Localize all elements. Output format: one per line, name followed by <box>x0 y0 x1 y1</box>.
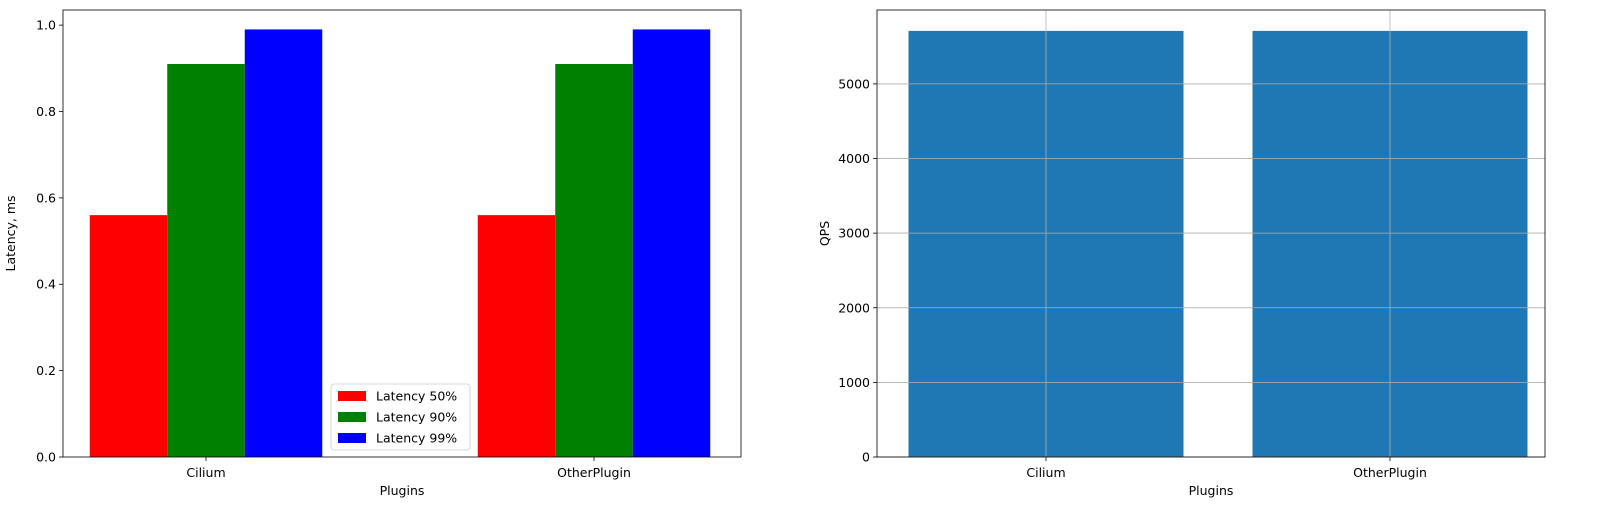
legend-swatch <box>338 412 366 422</box>
y-tick-label: 4000 <box>838 151 870 166</box>
legend-label: Latency 90% <box>376 410 457 425</box>
y-tick-label: 1.0 <box>36 18 56 33</box>
y-tick-label: 0.4 <box>36 277 56 292</box>
x-tick-label: Cilium <box>1026 465 1065 480</box>
bar <box>167 63 245 458</box>
y-tick-label: 0.0 <box>36 450 56 465</box>
x-tick-label: OtherPlugin <box>557 465 631 480</box>
plot-frame <box>62 9 742 458</box>
x-tick-label: OtherPlugin <box>1353 465 1427 480</box>
bar <box>477 215 556 457</box>
plot-frame <box>876 9 1546 458</box>
y-tick-label: 0.2 <box>36 363 56 378</box>
y-axis-label: QPS <box>817 221 832 246</box>
y-tick-label: 1000 <box>838 375 870 390</box>
bar <box>244 29 323 457</box>
y-tick-label: 0 <box>862 450 870 465</box>
legend-label: Latency 50% <box>376 389 457 404</box>
legend: Latency 50% Latency 90% Latency 99% <box>330 383 471 451</box>
y-axis-label: Latency, ms <box>3 195 18 271</box>
legend-swatch <box>338 391 366 401</box>
y-tick-label: 0.8 <box>36 104 56 119</box>
x-axis-label: Plugins <box>380 483 425 498</box>
bar <box>555 63 633 458</box>
legend-label: Latency 99% <box>376 431 457 446</box>
bar <box>89 215 168 457</box>
y-tick-label: 3000 <box>838 226 870 241</box>
y-tick-label: 0.6 <box>36 190 56 205</box>
legend-swatch <box>338 433 366 443</box>
qps-chart: 0 1000 2000 3000 4000 5000 Cilium OtherPlugin Pl… <box>817 9 1546 498</box>
y-tick-label: 2000 <box>838 300 870 315</box>
x-tick-label: Cilium <box>186 465 225 480</box>
x-axis-label: Plugins <box>1189 483 1234 498</box>
y-tick-label: 5000 <box>838 76 870 91</box>
bar <box>632 29 711 457</box>
latency-chart: 0.0 0.2 0.4 0.6 0.8 1.0 Cilium OtherPlugin Plugi… <box>3 9 742 498</box>
